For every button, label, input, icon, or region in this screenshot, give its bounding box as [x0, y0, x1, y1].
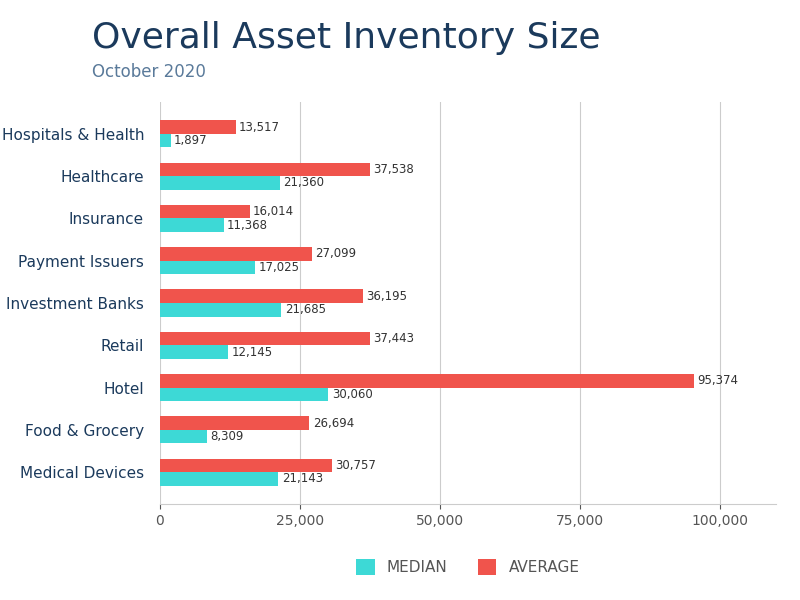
- Bar: [160, 303, 282, 317]
- Bar: [160, 218, 224, 232]
- Bar: [160, 430, 206, 443]
- Text: 21,685: 21,685: [285, 303, 326, 316]
- Text: 37,443: 37,443: [373, 332, 414, 345]
- Text: 21,143: 21,143: [282, 472, 323, 485]
- Bar: [160, 388, 328, 401]
- Bar: [160, 205, 250, 218]
- Text: 95,374: 95,374: [698, 374, 738, 388]
- Bar: [160, 345, 228, 359]
- Bar: [160, 374, 694, 388]
- Text: 36,195: 36,195: [366, 290, 407, 303]
- Text: October 2020: October 2020: [92, 63, 206, 81]
- Text: 12,145: 12,145: [231, 346, 273, 359]
- Text: 8,309: 8,309: [210, 430, 243, 443]
- Bar: [160, 332, 370, 345]
- Bar: [160, 120, 236, 134]
- Bar: [160, 163, 370, 176]
- Bar: [160, 134, 170, 148]
- Text: 30,060: 30,060: [332, 388, 373, 401]
- Text: 13,517: 13,517: [239, 121, 280, 134]
- Text: 37,538: 37,538: [374, 163, 414, 176]
- Bar: [160, 289, 362, 303]
- Text: 21,360: 21,360: [283, 176, 324, 190]
- Text: 17,025: 17,025: [258, 261, 300, 274]
- Bar: [160, 472, 278, 486]
- Bar: [160, 261, 255, 274]
- Bar: [160, 458, 332, 472]
- Legend: MEDIAN, AVERAGE: MEDIAN, AVERAGE: [349, 552, 587, 583]
- Text: 16,014: 16,014: [253, 205, 294, 218]
- Text: Overall Asset Inventory Size: Overall Asset Inventory Size: [92, 21, 601, 55]
- Bar: [160, 416, 310, 430]
- Text: 30,757: 30,757: [335, 459, 377, 472]
- Text: 1,897: 1,897: [174, 134, 208, 147]
- Text: 26,694: 26,694: [313, 416, 354, 430]
- Text: 27,099: 27,099: [315, 247, 356, 260]
- Bar: [160, 176, 280, 190]
- Bar: [160, 247, 312, 261]
- Text: 11,368: 11,368: [227, 218, 268, 232]
